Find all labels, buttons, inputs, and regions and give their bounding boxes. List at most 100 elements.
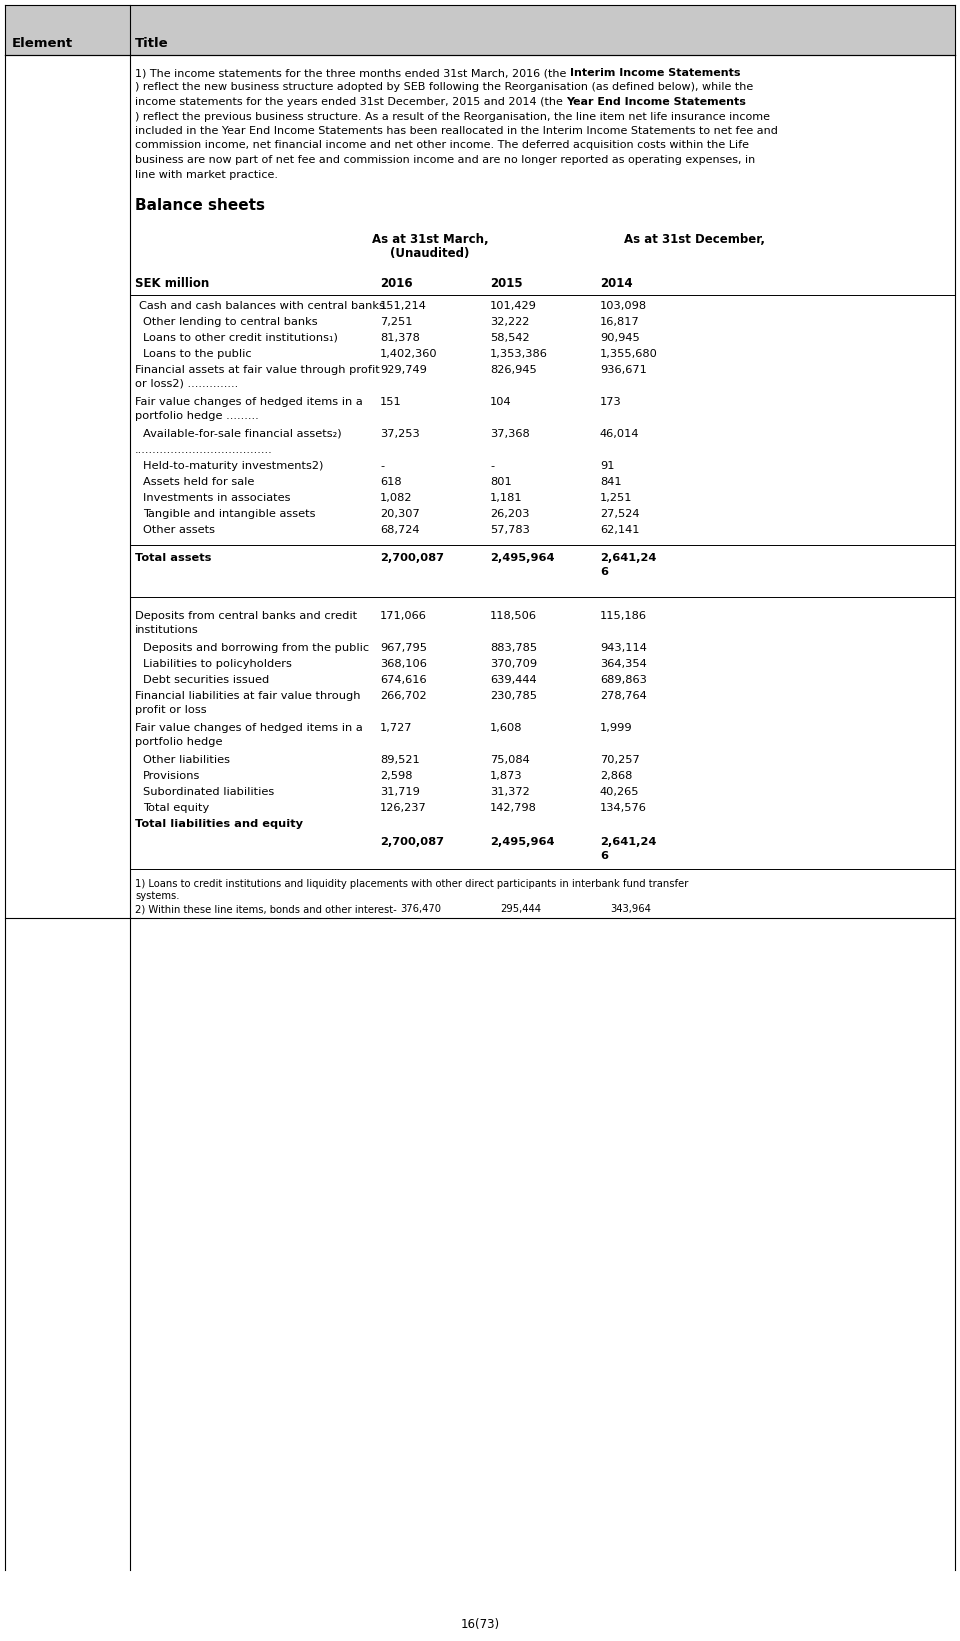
Text: 364,354: 364,354 bbox=[600, 660, 647, 670]
Text: Investments in associates: Investments in associates bbox=[143, 492, 291, 504]
Text: 151: 151 bbox=[380, 397, 401, 407]
Text: Loans to the public: Loans to the public bbox=[143, 350, 252, 359]
Text: profit or loss: profit or loss bbox=[135, 706, 206, 715]
Text: Deposits and borrowing from the public: Deposits and borrowing from the public bbox=[143, 643, 370, 653]
Text: institutions: institutions bbox=[135, 625, 199, 635]
Text: 1,402,360: 1,402,360 bbox=[380, 350, 438, 359]
Text: -: - bbox=[490, 461, 494, 471]
Text: 68,724: 68,724 bbox=[380, 525, 420, 535]
Text: 1,999: 1,999 bbox=[600, 724, 633, 734]
Text: income statements for the years ended 31st December, 2015 and 2014 (the: income statements for the years ended 31… bbox=[135, 97, 566, 107]
Text: Total liabilities and equity: Total liabilities and equity bbox=[135, 819, 303, 829]
Text: 81,378: 81,378 bbox=[380, 333, 420, 343]
Text: Available-for-sale financial assets₂): Available-for-sale financial assets₂) bbox=[143, 428, 342, 440]
Text: 2014: 2014 bbox=[600, 277, 633, 290]
Text: 6: 6 bbox=[600, 852, 608, 862]
Text: 1,181: 1,181 bbox=[490, 492, 522, 504]
Text: Debt securities issued: Debt securities issued bbox=[143, 674, 269, 684]
Text: 20,307: 20,307 bbox=[380, 509, 420, 519]
Text: (Unaudited): (Unaudited) bbox=[391, 248, 469, 259]
Text: 31,372: 31,372 bbox=[490, 788, 530, 798]
Text: 2,700,087: 2,700,087 bbox=[380, 553, 444, 563]
Text: 967,795: 967,795 bbox=[380, 643, 427, 653]
Text: 266,702: 266,702 bbox=[380, 691, 426, 701]
Text: included in the Year End Income Statements has been reallocated in the Interim I: included in the Year End Income Statemen… bbox=[135, 126, 778, 136]
Text: 689,863: 689,863 bbox=[600, 674, 647, 684]
Text: 90,945: 90,945 bbox=[600, 333, 639, 343]
Text: 2,700,087: 2,700,087 bbox=[380, 837, 444, 847]
Text: 943,114: 943,114 bbox=[600, 643, 647, 653]
Text: 62,141: 62,141 bbox=[600, 525, 639, 535]
Text: 2015: 2015 bbox=[490, 277, 522, 290]
Text: Liabilities to policyholders: Liabilities to policyholders bbox=[143, 660, 292, 670]
Text: ......................................: ...................................... bbox=[135, 445, 273, 455]
Text: ) reflect the previous business structure. As a result of the Reorganisation, th: ) reflect the previous business structur… bbox=[135, 112, 770, 121]
Text: Interim Income Statements: Interim Income Statements bbox=[570, 67, 740, 79]
Text: portfolio hedge: portfolio hedge bbox=[135, 737, 223, 747]
Text: 826,945: 826,945 bbox=[490, 364, 537, 376]
Text: Fair value changes of hedged items in a: Fair value changes of hedged items in a bbox=[135, 397, 363, 407]
Text: 1) The income statements for the three months ended 31st March, 2016 (the: 1) The income statements for the three m… bbox=[135, 67, 570, 79]
Text: 2,598: 2,598 bbox=[380, 771, 413, 781]
Text: business are now part of net fee and commission income and are no longer reporte: business are now part of net fee and com… bbox=[135, 154, 756, 166]
Text: 2,868: 2,868 bbox=[600, 771, 633, 781]
Text: Year End Income Statements: Year End Income Statements bbox=[566, 97, 746, 107]
Text: commission income, net financial income and net other income. The deferred acqui: commission income, net financial income … bbox=[135, 141, 749, 151]
Text: 278,764: 278,764 bbox=[600, 691, 647, 701]
Text: 46,014: 46,014 bbox=[600, 428, 639, 440]
Text: 70,257: 70,257 bbox=[600, 755, 639, 765]
Text: Assets held for sale: Assets held for sale bbox=[143, 478, 254, 487]
Text: 7,251: 7,251 bbox=[380, 317, 413, 327]
Text: 929,749: 929,749 bbox=[380, 364, 427, 376]
Text: Tangible and intangible assets: Tangible and intangible assets bbox=[143, 509, 316, 519]
Text: 118,506: 118,506 bbox=[490, 610, 537, 620]
Text: line with market practice.: line with market practice. bbox=[135, 169, 278, 179]
Text: 126,237: 126,237 bbox=[380, 802, 427, 812]
Text: Other liabilities: Other liabilities bbox=[143, 755, 230, 765]
Text: 376,470: 376,470 bbox=[400, 904, 441, 914]
Text: 1,082: 1,082 bbox=[380, 492, 413, 504]
Text: 2,641,24: 2,641,24 bbox=[600, 553, 657, 563]
Text: 142,798: 142,798 bbox=[490, 802, 537, 812]
Text: 40,265: 40,265 bbox=[600, 788, 639, 798]
Text: Total equity: Total equity bbox=[143, 802, 209, 812]
Text: 2,495,964: 2,495,964 bbox=[490, 837, 555, 847]
Text: -: - bbox=[380, 461, 384, 471]
Text: Cash and cash balances with central banks: Cash and cash balances with central bank… bbox=[139, 300, 385, 312]
Text: 2) Within these line items, bonds and other interest-: 2) Within these line items, bonds and ot… bbox=[135, 904, 396, 914]
Text: or loss2) ..............: or loss2) .............. bbox=[135, 379, 238, 389]
Text: 37,253: 37,253 bbox=[380, 428, 420, 440]
Text: 37,368: 37,368 bbox=[490, 428, 530, 440]
Text: 57,783: 57,783 bbox=[490, 525, 530, 535]
Text: Other assets: Other assets bbox=[143, 525, 215, 535]
Text: 368,106: 368,106 bbox=[380, 660, 427, 670]
Text: SEK million: SEK million bbox=[135, 277, 209, 290]
Text: 674,616: 674,616 bbox=[380, 674, 426, 684]
Text: 883,785: 883,785 bbox=[490, 643, 538, 653]
Text: Held-to-maturity investments2): Held-to-maturity investments2) bbox=[143, 461, 324, 471]
Bar bbox=[5, 5, 955, 56]
Text: systems.: systems. bbox=[135, 891, 180, 901]
Text: portfolio hedge .........: portfolio hedge ......... bbox=[135, 410, 259, 422]
Text: Provisions: Provisions bbox=[143, 771, 201, 781]
Text: 1) Loans to credit institutions and liquidity placements with other direct parti: 1) Loans to credit institutions and liqu… bbox=[135, 880, 688, 889]
Text: Subordinated liabilities: Subordinated liabilities bbox=[143, 788, 275, 798]
Text: Total assets: Total assets bbox=[135, 553, 211, 563]
Text: As at 31st December,: As at 31st December, bbox=[625, 233, 765, 246]
Text: Fair value changes of hedged items in a: Fair value changes of hedged items in a bbox=[135, 724, 363, 734]
Text: 1,355,680: 1,355,680 bbox=[600, 350, 658, 359]
Text: Title: Title bbox=[135, 38, 169, 49]
Text: 104: 104 bbox=[490, 397, 512, 407]
Text: Financial assets at fair value through profit: Financial assets at fair value through p… bbox=[135, 364, 380, 376]
Text: 618: 618 bbox=[380, 478, 401, 487]
Text: 103,098: 103,098 bbox=[600, 300, 647, 312]
Text: Financial liabilities at fair value through: Financial liabilities at fair value thro… bbox=[135, 691, 361, 701]
Text: 173: 173 bbox=[600, 397, 622, 407]
Text: Deposits from central banks and credit: Deposits from central banks and credit bbox=[135, 610, 357, 620]
Text: 89,521: 89,521 bbox=[380, 755, 420, 765]
Text: 16(73): 16(73) bbox=[461, 1618, 499, 1631]
Text: Balance sheets: Balance sheets bbox=[135, 199, 265, 213]
Text: 230,785: 230,785 bbox=[490, 691, 537, 701]
Text: 27,524: 27,524 bbox=[600, 509, 639, 519]
Text: 32,222: 32,222 bbox=[490, 317, 529, 327]
